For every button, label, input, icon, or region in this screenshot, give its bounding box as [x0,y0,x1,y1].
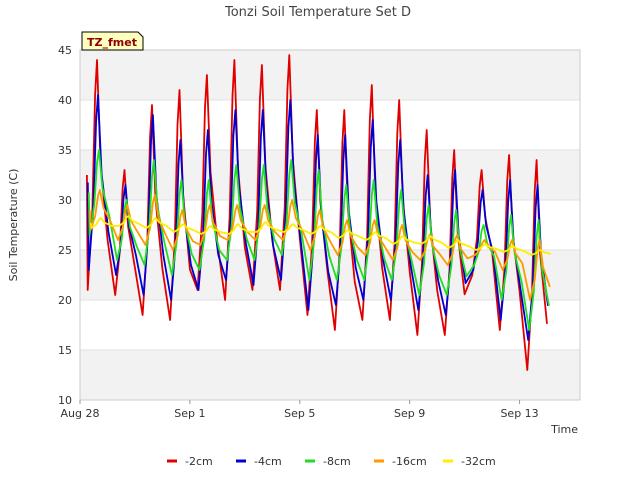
site-label: TZ_fmet [87,36,137,49]
x-axis-ticks: Aug 28 Sep 1 Sep 5 Sep 9 Sep 13 [61,400,539,420]
legend-label: -4cm [254,455,282,468]
legend-label: -16cm [392,455,427,468]
y-tick-label: 15 [58,344,72,357]
grid-band [80,50,580,100]
series-line--32cm [89,215,552,256]
y-tick-label: 10 [58,394,72,407]
y-tick-label: 35 [58,144,72,157]
legend-label: -2cm [185,455,213,468]
y-axis-label: Soil Temperature (C) [7,169,20,282]
y-tick-label: 45 [58,44,72,57]
y-tick-label: 25 [58,244,72,257]
plot-area-border [79,49,581,401]
site-label-box: TZ_fmet [81,31,144,51]
chart-title: Tonzi Soil Temperature Set D [224,5,411,20]
y-tick-label: 30 [58,194,72,207]
y-tick-label: 40 [58,94,72,107]
grid-band [80,150,580,200]
y-axis-ticks: 10 15 20 25 30 35 40 45 [58,44,72,407]
x-tick-label: Sep 5 [284,407,315,420]
y-tick-label: 20 [58,294,72,307]
x-tick-label: Aug 28 [61,407,100,420]
legend-label: -32cm [461,455,496,468]
series-lines [86,54,552,371]
legend-label: -8cm [323,455,351,468]
legend: -2cm -4cm -8cm -16cm -32cm [167,455,496,468]
grid-band [80,350,580,400]
series-line--16cm [88,189,551,301]
x-tick-label: Sep 13 [500,407,538,420]
x-tick-label: Sep 1 [174,407,205,420]
x-axis-label: Time [550,423,578,436]
series-line--2cm [86,54,548,371]
x-tick-label: Sep 9 [394,407,425,420]
